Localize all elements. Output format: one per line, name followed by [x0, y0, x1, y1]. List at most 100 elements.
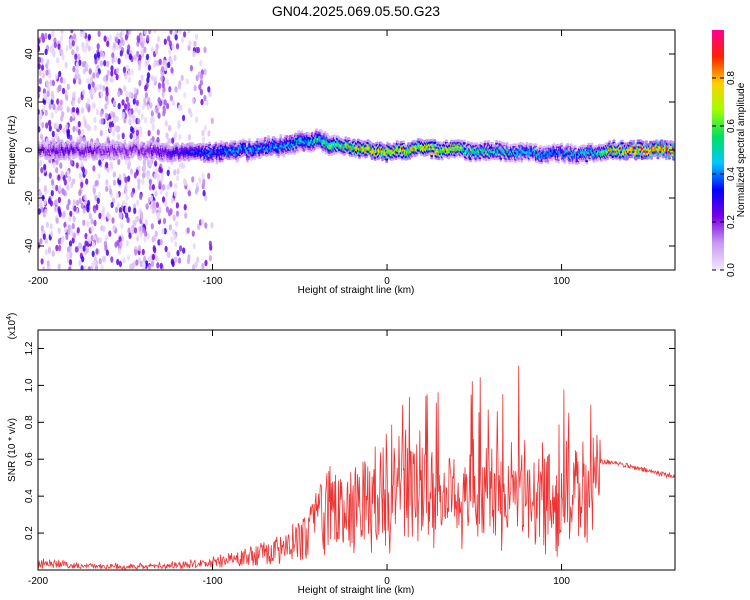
noise-cell [95, 248, 99, 255]
noise-cell [91, 241, 96, 248]
noise-cell [80, 202, 84, 209]
ridge-cell [38, 141, 41, 145]
noise-cell [71, 49, 75, 56]
noise-cell [201, 129, 205, 137]
noise-cell [199, 79, 203, 86]
noise-cell [50, 179, 55, 186]
noise-cell [118, 207, 122, 214]
noise-cell [166, 251, 170, 258]
noise-cell [98, 236, 103, 244]
noise-cell [137, 178, 141, 185]
noise-cell [121, 235, 125, 243]
noise-cell [105, 161, 109, 169]
noise-cell [139, 230, 143, 237]
noise-cell [38, 159, 43, 167]
noise-cell [142, 159, 146, 166]
noise-cell [119, 32, 123, 39]
noise-cell [147, 256, 151, 263]
noise-cell [146, 76, 150, 84]
noise-cell [156, 102, 160, 109]
noise-cell [168, 124, 172, 132]
noise-cell [81, 107, 85, 114]
noise-cell [163, 38, 167, 45]
noise-cell [177, 257, 182, 264]
noise-cell [195, 186, 199, 193]
noise-cell [72, 232, 76, 239]
noise-cell [198, 83, 202, 91]
noise-cell [104, 103, 108, 110]
noise-cell [105, 185, 109, 193]
noise-cell [204, 259, 208, 267]
noise-cell [138, 225, 142, 232]
noise-cell [86, 124, 90, 131]
ridge-cell [77, 139, 81, 143]
noise-cell [49, 46, 53, 53]
noise-cell [66, 184, 70, 191]
noise-cell [100, 224, 104, 232]
noise-cell [173, 169, 177, 176]
noise-cell [60, 76, 64, 84]
noise-cell [168, 224, 172, 231]
noise-cell [44, 208, 48, 215]
noise-cell [85, 41, 89, 48]
noise-cell [82, 245, 86, 252]
noise-cell [158, 206, 162, 214]
noise-cell [148, 264, 152, 270]
ridge-cell [61, 142, 65, 146]
noise-cell [67, 246, 71, 253]
noise-cell [77, 54, 81, 61]
noise-cell [92, 72, 96, 79]
noise-cell [202, 190, 206, 197]
noise-cell [68, 225, 72, 232]
noise-cell [187, 253, 191, 261]
noise-cell [52, 161, 56, 169]
noise-cell [175, 210, 180, 217]
noise-cell [178, 133, 182, 141]
noise-cell [179, 104, 183, 112]
noise-cell [175, 202, 179, 209]
noise-cell [71, 100, 75, 107]
noise-cell [207, 86, 211, 93]
noise-cell [118, 173, 122, 181]
noise-cell [136, 50, 140, 58]
noise-cell [72, 125, 76, 133]
noise-cell [88, 68, 92, 75]
noise-cell [118, 212, 122, 219]
ridge-cell [145, 157, 149, 161]
figure-title: GN04.2025.069.05.50.G23 [272, 3, 440, 19]
ridge-cell [491, 141, 494, 145]
noise-cell [93, 207, 97, 214]
noise-cell [156, 262, 160, 269]
noise-cell [56, 57, 60, 64]
noise-cell [67, 198, 71, 206]
noise-cell [153, 59, 157, 66]
noise-cell [78, 78, 82, 85]
noise-cell [191, 97, 195, 105]
noise-cell [171, 43, 175, 50]
noise-cell [174, 131, 178, 138]
ridge-cell [77, 141, 81, 145]
ridge-cell [149, 139, 153, 143]
noise-cell [124, 34, 128, 41]
noise-cell [64, 226, 68, 234]
noise-cell [169, 94, 173, 102]
noise-cell [65, 45, 69, 52]
noise-cell [42, 266, 46, 270]
noise-cell [66, 128, 71, 136]
noise-cell [62, 210, 66, 218]
noise-cell [151, 123, 155, 130]
noise-cell [115, 206, 119, 214]
noise-cell [117, 158, 121, 166]
noise-cell [143, 255, 147, 263]
noise-cell [85, 102, 89, 110]
noise-cell [80, 160, 84, 168]
ridge-cell [401, 140, 405, 144]
noise-cell [178, 83, 182, 90]
noise-cell [170, 197, 174, 204]
noise-cell [100, 264, 104, 270]
noise-cell [144, 219, 148, 226]
noise-cell [141, 248, 145, 256]
noise-cell [48, 197, 52, 205]
noise-cell [135, 259, 139, 266]
noise-cell [164, 245, 168, 253]
